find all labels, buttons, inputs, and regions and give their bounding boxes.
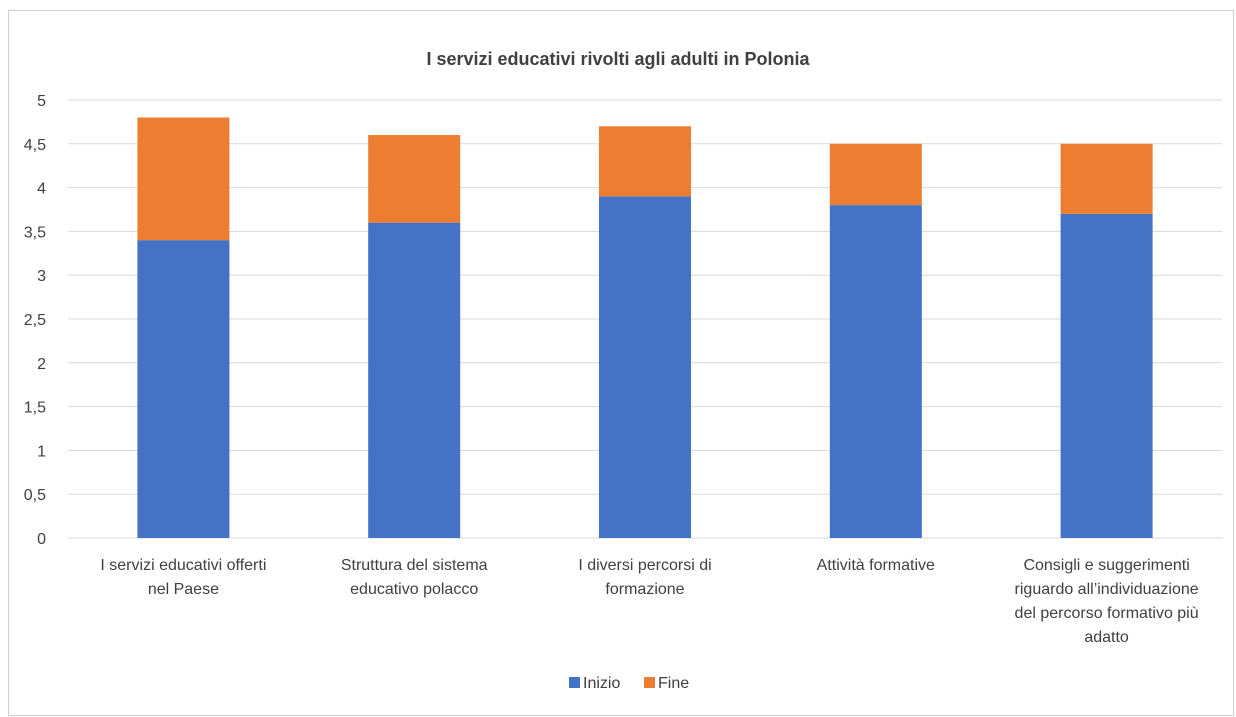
bar-inizio-2 — [599, 196, 691, 539]
y-tick-label: 1,5 — [24, 400, 46, 417]
x-category-label: Struttura del sistema — [341, 557, 488, 574]
x-category-label: Consigli e suggerimenti — [1023, 557, 1189, 574]
y-tick-label: 2,5 — [24, 312, 46, 329]
legend-swatch-fine — [644, 677, 655, 688]
y-tick-label: 3 — [37, 268, 46, 285]
x-category-label: nel Paese — [148, 581, 219, 598]
bar-fine-2 — [599, 126, 691, 197]
bars — [137, 117, 1153, 539]
legend: Inizio Fine — [569, 675, 689, 692]
x-category-label: Attività formative — [817, 557, 935, 574]
x-category-label: educativo polacco — [350, 581, 478, 598]
chart-frame: I servizi educativi rivolti agli adulti … — [8, 10, 1234, 716]
bar-fine-4 — [1060, 143, 1153, 214]
bar-fine-3 — [829, 143, 922, 206]
y-axis-ticks: 0 0,5 1 1,5 2 2,5 3 3,5 4 4,5 5 — [24, 93, 46, 548]
y-tick-label: 2 — [37, 356, 46, 373]
bar-inizio-1 — [368, 222, 461, 538]
legend-label-inizio: Inizio — [583, 675, 620, 692]
bar-fine-1 — [368, 135, 461, 223]
x-axis-labels: I servizi educativi offerti nel Paese Stru… — [100, 557, 1198, 646]
x-category-label: del percorso formativo più — [1015, 605, 1199, 622]
x-category-label: adatto — [1084, 629, 1129, 646]
x-category-label: riguardo all’individuazione — [1015, 581, 1199, 598]
y-tick-label: 4 — [37, 181, 46, 198]
y-tick-label: 0 — [37, 531, 46, 548]
legend-label-fine: Fine — [658, 675, 689, 692]
bar-inizio-3 — [829, 205, 922, 538]
y-tick-label: 3,5 — [24, 224, 46, 241]
x-category-label: I diversi percorsi di — [578, 557, 711, 574]
y-tick-label: 5 — [37, 93, 46, 110]
y-tick-label: 1 — [37, 443, 46, 460]
y-tick-label: 0,5 — [24, 487, 46, 504]
x-category-label: I servizi educativi offerti — [100, 557, 266, 574]
bar-fine-0 — [137, 117, 230, 241]
bar-inizio-4 — [1060, 213, 1153, 538]
legend-swatch-inizio — [569, 677, 580, 688]
chart-title: I servizi educativi rivolti agli adulti … — [426, 49, 810, 69]
x-category-label: formazione — [605, 581, 684, 598]
bar-inizio-0 — [137, 240, 230, 538]
y-tick-label: 4,5 — [24, 137, 46, 154]
